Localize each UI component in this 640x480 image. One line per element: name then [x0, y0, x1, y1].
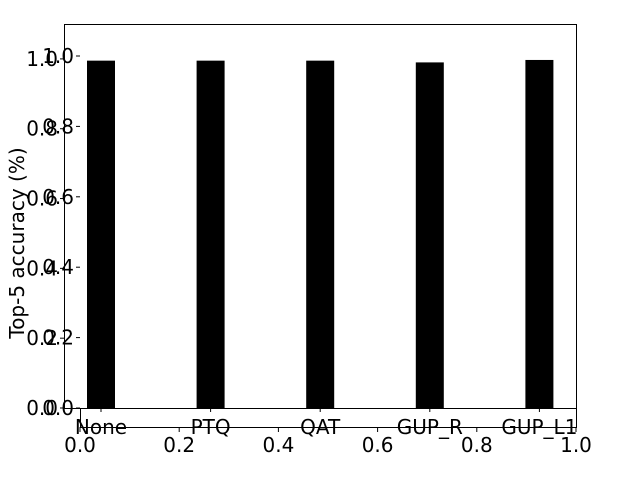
- overlay-x-tick-label: 0.0: [64, 433, 96, 457]
- overlay-x-tick-label: 0.8: [461, 433, 493, 457]
- overlay-y-tick-label: 0.8: [42, 114, 74, 138]
- y-tick-label: 0.6: [26, 187, 58, 211]
- overlay-y-tick-label: 0.2: [42, 326, 74, 350]
- bar-qat: [306, 60, 335, 409]
- y-axis-label: Top-5 accuracy (%): [5, 147, 29, 339]
- y-tick-label: 0.0: [26, 396, 58, 420]
- bar-none: [87, 60, 115, 409]
- x-tick-label: GUP_L1: [501, 415, 577, 439]
- bar-ptq: [196, 60, 225, 409]
- bar-gup-r: [415, 62, 444, 409]
- x-tick-label: QAT: [300, 415, 341, 439]
- x-tick-label: None: [75, 415, 127, 439]
- y-tick-label: 1.0: [26, 47, 58, 71]
- x-tick-label: GUP_R: [397, 415, 463, 439]
- overlay-x-tick-label: 0.6: [362, 433, 394, 457]
- overlay-x-tick-label: 1.0: [560, 433, 592, 457]
- y-tick-label: 0.8: [26, 117, 58, 141]
- overlay-axes-frame: [80, 408, 577, 428]
- bar-gup-l1: [525, 59, 554, 409]
- x-tick-label: PTQ: [191, 415, 231, 439]
- overlay-x-tick-label: 0.4: [262, 433, 294, 457]
- overlay-y-tick-label: 0.0: [42, 396, 74, 420]
- overlay-x-tick-label: 0.2: [163, 433, 195, 457]
- overlay-y-tick-label: 1.0: [42, 44, 74, 68]
- overlay-y-tick-label: 0.4: [42, 255, 74, 279]
- overlay-y-tick-label: 0.6: [42, 185, 74, 209]
- ticks-layer: None PTQ QAT GUP_R GUP_L1 0.0 0.2 0.4 0.6 0.8 1.0 0…: [26, 44, 592, 457]
- y-tick-label: 0.4: [26, 256, 58, 280]
- bars-layer: [87, 59, 554, 409]
- y-tick-label: 0.2: [26, 326, 58, 350]
